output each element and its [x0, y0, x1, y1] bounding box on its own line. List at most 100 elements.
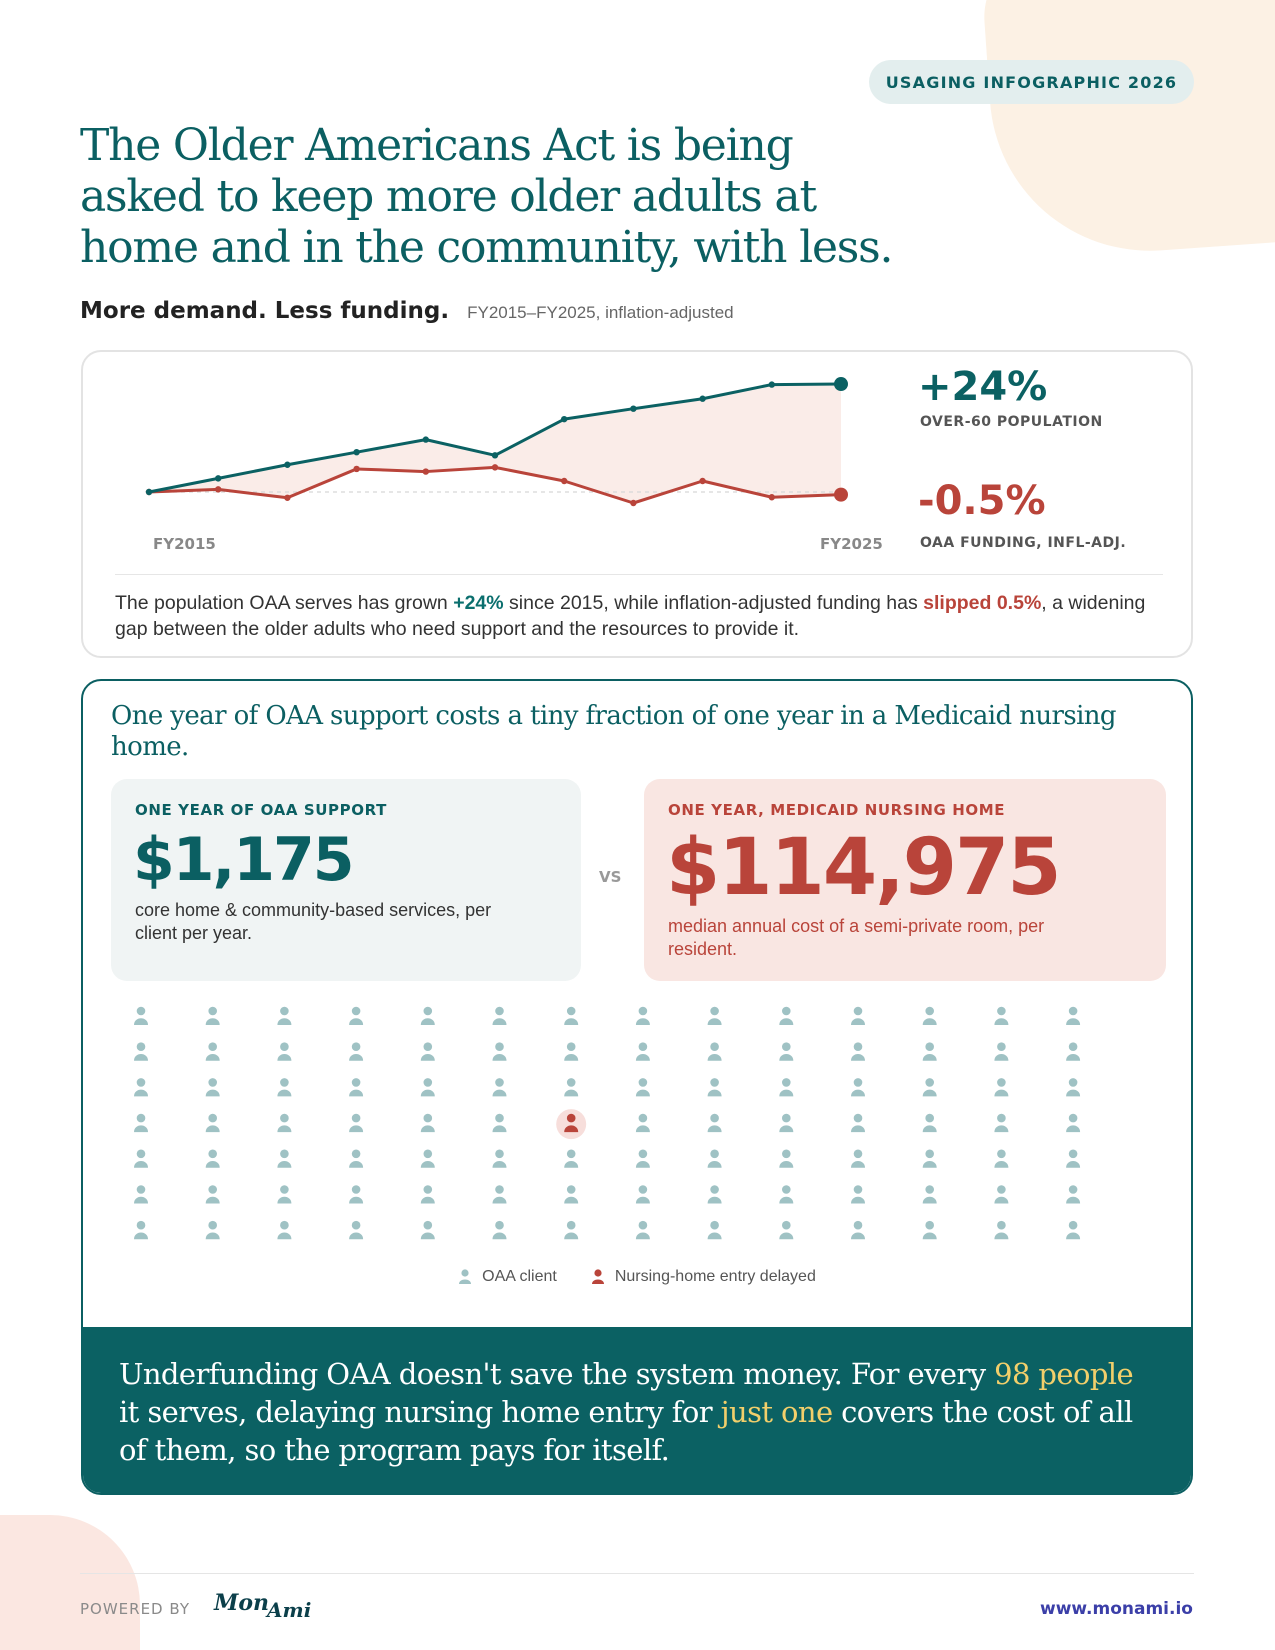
person-icon: [851, 1185, 865, 1204]
person-icon: [492, 1220, 507, 1240]
person-icon: [420, 1220, 435, 1240]
person-icon: [922, 1113, 937, 1133]
person-icon: [994, 1042, 1009, 1061]
funding-point: [353, 465, 360, 473]
person-icon: [707, 1006, 722, 1025]
person-icon: [635, 1149, 650, 1168]
person-icon: [134, 1006, 148, 1025]
person-icon: [420, 1149, 435, 1168]
person-icon: [635, 1006, 650, 1025]
person-icon: [492, 1149, 507, 1168]
person-icon: [994, 1078, 1009, 1097]
population-point: [422, 436, 429, 443]
comparison-title: One year of OAA support costs a tiny fra…: [111, 701, 1117, 762]
person-icon: [134, 1149, 148, 1168]
person-icon: [1066, 1185, 1081, 1204]
population-point: [699, 395, 706, 402]
population-stat-value: +24%: [918, 364, 1048, 410]
person-icon: [492, 1078, 507, 1097]
headline-line-2: asked to keep more older adults at: [80, 171, 817, 222]
person-icon: [205, 1006, 220, 1025]
population-point: [353, 448, 360, 456]
person-icon: [1066, 1149, 1081, 1168]
monami-logo: MonAmi: [214, 1590, 311, 1622]
funding-point: [284, 494, 291, 501]
person-icon: [277, 1078, 292, 1097]
person-icon: [779, 1006, 794, 1025]
person-icon: [994, 1113, 1009, 1133]
person-icon: [420, 1113, 435, 1133]
person-icon: [922, 1078, 937, 1097]
person-icon: [1066, 1113, 1081, 1133]
person-icon: [707, 1220, 722, 1240]
person-icon: [134, 1078, 148, 1097]
nursing-home-cost-box: ONE YEAR, MEDICAID NURSING HOME $114,975…: [644, 779, 1166, 981]
headline: The Older Americans Act is being asked t…: [80, 120, 1020, 273]
person-icon: [492, 1185, 507, 1204]
trend-chart: [145, 377, 848, 507]
person-icon: [1066, 1078, 1081, 1097]
subhead-title: More demand. Less funding.: [80, 298, 450, 324]
trend-note-funding-slip: slipped 0.5%: [923, 592, 1042, 614]
person-icon: [635, 1220, 650, 1240]
person-icon: [420, 1078, 435, 1097]
person-icon: [707, 1113, 722, 1133]
person-icon: [205, 1113, 220, 1133]
trend-note-text-1: The population OAA serves has grown: [115, 592, 454, 614]
infographic-badge: USAGING INFOGRAPHIC 2026: [869, 60, 1194, 104]
person-icon: [134, 1185, 148, 1204]
person-icon: [707, 1185, 722, 1204]
person-icon: [922, 1185, 937, 1204]
vs-label: VS: [599, 868, 622, 886]
person-icon: [564, 1185, 579, 1204]
headline-line-3: home and in the community, with less.: [80, 222, 894, 273]
legend-delayed-label: Nursing-home entry delayed: [614, 1268, 816, 1285]
logo-text-main: Mon: [214, 1590, 270, 1616]
person-icon: [277, 1220, 292, 1240]
banner-text-1: Underfunding OAA doesn't save the system…: [119, 1357, 995, 1391]
person-icon: [205, 1220, 220, 1240]
person-highlight-icon: [556, 1109, 587, 1140]
population-point: [145, 488, 153, 496]
person-icon: [420, 1042, 435, 1061]
person-icon: [779, 1113, 794, 1133]
population-point: [561, 415, 568, 423]
people-grid: [134, 1006, 1081, 1240]
nursing-home-cost-description: median annual cost of a semi-private roo…: [668, 916, 1045, 959]
person-icon: [205, 1042, 220, 1061]
oaa-cost-description: core home & community-based services, pe…: [135, 900, 492, 943]
person-icon: [779, 1220, 794, 1240]
comparison-card: One year of OAA support costs a tiny fra…: [81, 679, 1193, 1495]
person-icon: [349, 1006, 364, 1025]
person-icon: [635, 1113, 650, 1133]
person-icon: [349, 1113, 364, 1133]
person-icon: [277, 1042, 292, 1061]
decorative-blob-bottom-left: [0, 1515, 140, 1650]
funding-point: [422, 468, 429, 475]
person-icon: [851, 1149, 865, 1168]
funding-stat-value: -0.5%: [918, 478, 1046, 524]
footer-divider: [80, 1573, 1194, 1574]
person-icon: [635, 1042, 650, 1061]
person-icon: [459, 1269, 472, 1284]
person-icon: [205, 1185, 220, 1204]
website-link[interactable]: www.monami.io: [1040, 1599, 1193, 1619]
person-icon: [564, 1042, 579, 1061]
person-icon: [851, 1220, 865, 1240]
funding-point: [768, 494, 775, 501]
person-icon: [277, 1006, 292, 1025]
person-icon: [779, 1185, 794, 1204]
person-icon: [707, 1078, 722, 1097]
person-icon: [922, 1006, 937, 1025]
x-label-start: FY2015: [153, 535, 216, 553]
population-point: [768, 381, 775, 388]
funding-stat-label: OAA FUNDING, INFL-ADJ.: [920, 535, 1127, 551]
nursing-home-cost-label: ONE YEAR, MEDICAID NURSING HOME: [668, 801, 1006, 819]
person-icon: [492, 1042, 507, 1061]
person-icon: [349, 1078, 364, 1097]
person-icon: [922, 1149, 937, 1168]
person-icon: [851, 1006, 865, 1025]
person-icon: [420, 1006, 435, 1025]
person-icon: [922, 1042, 937, 1061]
trend-note-population-growth: +24%: [453, 592, 504, 614]
